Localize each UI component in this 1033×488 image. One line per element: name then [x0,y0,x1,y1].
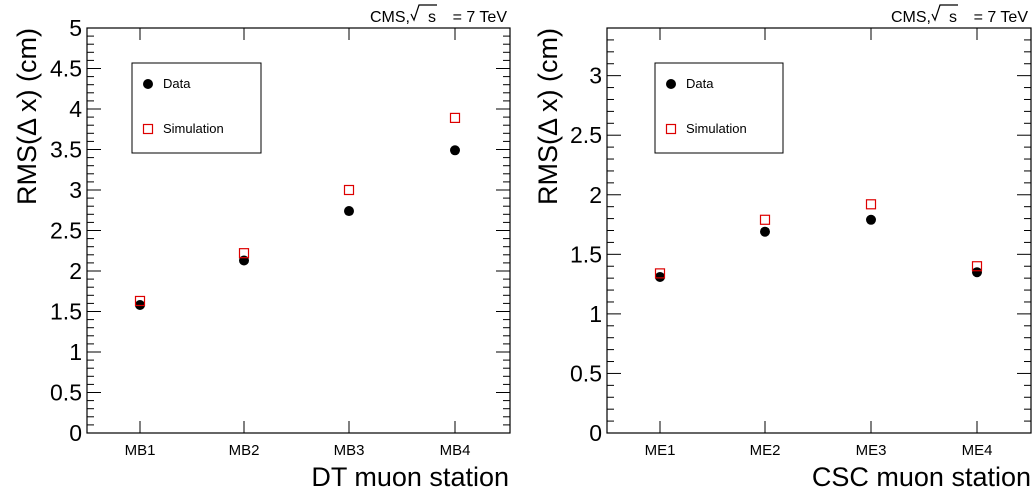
legend-label: Simulation [686,121,747,136]
data-point-me1 [655,271,665,282]
x-tick-label: MB4 [440,442,471,459]
y-tick-label: 0.5 [570,360,602,386]
chart-panel-1: 0 0.5 1 1.5 2 2.5 3 3.5 4 4.5 5 MB1 MB2 MB3 MB4 DT muon… [12,4,511,488]
data-point-me4 [972,267,982,278]
legend-marker-data [666,79,676,89]
plot-header: = 7 TeV s CMS, [891,4,1029,26]
header-sqrt-s: s [428,9,436,26]
y-tick-label: 2 [69,258,82,284]
plot-header: = 7 TeV s CMS, [370,4,508,26]
legend-box [654,62,784,154]
y-tick-label: 4.5 [50,56,82,82]
legend-marker-data [143,79,153,89]
data-point-mb4 [450,145,460,156]
data-point-mb3 [344,206,354,217]
x-tick-label: MB3 [334,442,365,459]
legend-label: Simulation [163,121,224,136]
y-tick-label: 2.5 [50,218,82,244]
chart-panel-2: 0 0.5 1 1.5 2 2.5 3 ME1 ME2 ME3 ME4 CSC muon statio… [533,4,1032,488]
simulation-point-me3 [865,199,877,210]
y-axis-title: RMS(Δ x) (cm) [12,28,42,205]
header-sqrt-s: s [949,9,957,26]
y-tick-label: 1 [589,301,602,327]
simulation-point-me4 [971,261,983,272]
y-tick-label: 2.5 [570,122,602,148]
y-tick-label: 1.5 [570,241,602,267]
header-cms: CMS, [370,9,410,26]
y-tick-label: 2 [589,182,602,208]
data-point-me2 [760,226,770,237]
y-tick-label: 4 [69,96,82,122]
data-point-me3 [866,214,876,225]
y-tick-label: 3 [69,177,82,203]
x-tick-label: MB2 [229,442,260,459]
simulation-point-me2 [759,214,771,225]
y-tick-label: 0 [69,420,82,446]
y-tick-label: 0 [589,420,602,446]
legend-label: Data [686,76,714,91]
legend: Data Simulation [131,62,262,154]
y-tick-label: 5 [69,15,82,41]
header-cms: CMS, [891,9,931,26]
legend-marker-simulation [665,123,677,135]
y-tick-label: 1 [69,339,82,365]
x-tick-label: ME2 [750,442,781,459]
simulation-point-mb4 [449,112,461,124]
legend-label: Data [163,76,191,91]
y-tick-label: 3 [589,63,602,89]
x-tick-label: ME3 [856,442,887,459]
legend-marker-simulation [142,123,154,135]
simulation-point-me1 [654,268,666,279]
header-energy: = 7 TeV [453,9,508,26]
y-tick-label: 1.5 [50,299,82,325]
y-tick-label: 3.5 [50,137,82,163]
legend: Data Simulation [654,62,784,154]
y-axis-title: RMS(Δ x) (cm) [533,28,563,205]
simulation-point-mb2 [238,248,250,259]
x-axis-title: DT muon station [311,462,509,488]
x-tick-label: ME4 [962,442,993,459]
x-axis-title: CSC muon station [812,462,1031,488]
sqrt-symbol [410,4,437,22]
simulation-point-mb1 [134,295,146,307]
x-tick-label: MB1 [125,442,156,459]
x-tick-label: ME1 [645,442,676,459]
header-energy: = 7 TeV [974,9,1029,26]
data-point-mb2 [239,255,249,266]
y-tick-label: 0.5 [50,380,82,406]
sqrt-symbol [931,4,958,22]
simulation-point-mb3 [343,184,355,196]
legend-box [131,62,262,154]
